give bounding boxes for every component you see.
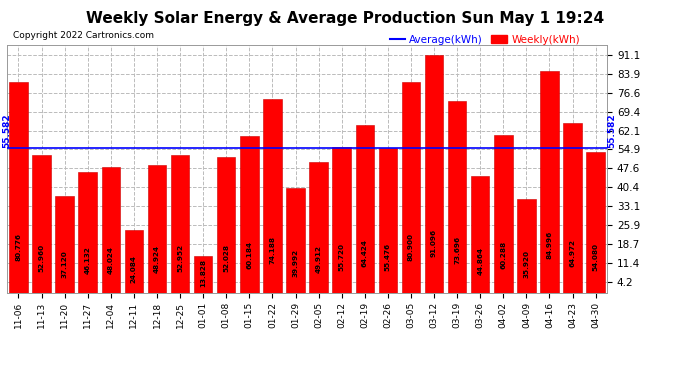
Text: 80.776: 80.776 <box>15 233 21 261</box>
Bar <box>9 82 28 292</box>
Text: 54.080: 54.080 <box>593 243 599 272</box>
Bar <box>263 99 282 292</box>
Text: 44.864: 44.864 <box>477 247 483 275</box>
Bar <box>125 230 143 292</box>
Bar <box>333 147 351 292</box>
Bar <box>448 100 466 292</box>
Bar <box>194 256 213 292</box>
Legend: Average(kWh), Weekly(kWh): Average(kWh), Weekly(kWh) <box>385 30 584 49</box>
Text: 48.924: 48.924 <box>154 245 160 273</box>
Text: 80.900: 80.900 <box>408 233 414 261</box>
Text: 37.120: 37.120 <box>61 250 68 278</box>
Bar <box>402 82 420 292</box>
Bar <box>286 188 305 292</box>
Text: 52.960: 52.960 <box>39 244 45 272</box>
Text: 46.132: 46.132 <box>85 247 90 274</box>
Bar <box>518 199 535 292</box>
Text: 52.028: 52.028 <box>224 244 229 272</box>
Text: 60.184: 60.184 <box>246 241 253 269</box>
Text: Weekly Solar Energy & Average Production Sun May 1 19:24: Weekly Solar Energy & Average Production… <box>86 11 604 26</box>
Bar <box>471 176 489 292</box>
Bar <box>379 148 397 292</box>
Bar <box>563 123 582 292</box>
Text: 48.024: 48.024 <box>108 246 114 274</box>
Bar <box>101 167 120 292</box>
Text: Copyright 2022 Cartronics.com: Copyright 2022 Cartronics.com <box>13 31 154 40</box>
Bar <box>425 55 443 292</box>
Bar <box>240 136 259 292</box>
Bar <box>309 162 328 292</box>
Bar <box>586 152 605 292</box>
Bar <box>171 154 189 292</box>
Bar <box>494 135 513 292</box>
Text: 55.476: 55.476 <box>385 243 391 271</box>
Text: 49.912: 49.912 <box>315 245 322 273</box>
Text: 52.952: 52.952 <box>177 244 183 272</box>
Text: 35.920: 35.920 <box>524 251 529 279</box>
Text: 24.084: 24.084 <box>131 255 137 283</box>
Bar <box>217 157 235 292</box>
Text: 91.096: 91.096 <box>431 229 437 257</box>
Text: 64.424: 64.424 <box>362 240 368 267</box>
Text: 84.996: 84.996 <box>546 231 553 259</box>
Text: 64.972: 64.972 <box>569 239 575 267</box>
Text: 60.288: 60.288 <box>500 241 506 269</box>
Text: 55.582: 55.582 <box>607 113 616 148</box>
Text: 73.696: 73.696 <box>454 236 460 264</box>
Text: 55.720: 55.720 <box>339 243 345 271</box>
Bar <box>79 172 97 292</box>
Bar <box>55 196 74 292</box>
Text: 74.188: 74.188 <box>269 236 275 264</box>
Bar <box>355 124 374 292</box>
Bar <box>540 71 559 292</box>
Text: 13.828: 13.828 <box>200 259 206 287</box>
Text: 55.582: 55.582 <box>2 113 12 148</box>
Bar <box>148 165 166 292</box>
Bar <box>32 154 51 292</box>
Text: 39.992: 39.992 <box>293 249 299 277</box>
